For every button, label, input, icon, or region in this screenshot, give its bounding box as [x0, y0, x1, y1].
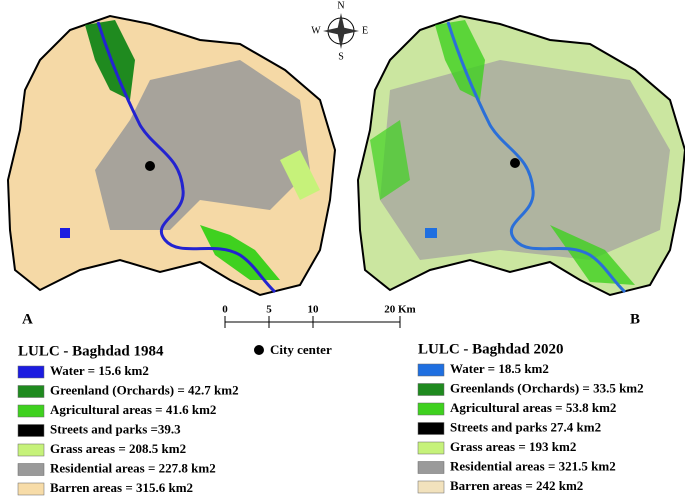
legend-swatch	[17, 424, 45, 437]
legend-swatch	[417, 461, 445, 474]
legend-swatch	[17, 463, 45, 476]
map-a	[7, 15, 336, 296]
legend-swatch	[417, 441, 445, 455]
legend-label: Grass areas = 193 km2	[450, 439, 576, 454]
legend-label: Barren areas = 242 km2	[450, 478, 583, 493]
legend-label: Grass areas = 208.5 km2	[50, 441, 186, 456]
legend-swatch	[417, 480, 445, 494]
city-center-label: City center	[270, 342, 332, 357]
scale-label: 10	[308, 304, 320, 316]
legend-swatch	[17, 365, 45, 379]
legend-label: Greenlands (Orchards) = 33.5 km2	[450, 380, 644, 395]
legend-swatch	[17, 443, 45, 457]
compass-s: S	[338, 51, 344, 62]
legend-swatch	[417, 402, 445, 416]
legend-swatch	[417, 363, 445, 377]
compass: N S E W	[311, 0, 368, 62]
compass-w: W	[311, 25, 321, 36]
legend-label: Greenland (Orchards) = 42.7 km2	[50, 382, 239, 397]
panel-label: A	[22, 311, 33, 327]
legend-swatch	[17, 482, 45, 496]
legend-label: Barren areas = 315.6 km2	[50, 480, 193, 495]
scale-label: 5	[266, 304, 272, 316]
map-b	[357, 15, 685, 296]
legend-label: Agricultural areas = 41.6 km2	[50, 402, 216, 417]
compass-e: E	[362, 25, 368, 36]
legend-swatch	[417, 422, 445, 435]
legend-swatch	[417, 383, 445, 396]
legend-label: Residential areas = 227.8 km2	[50, 460, 216, 475]
compass-n: N	[337, 0, 344, 11]
scale-label: 0	[222, 304, 228, 316]
panel-label: B	[630, 311, 640, 327]
scale-label: 20 Km	[384, 304, 415, 316]
legend-title: LULC - Baghdad 1984	[18, 343, 164, 359]
legend-label: Streets and parks =39.3	[50, 421, 181, 436]
legend-label: Water = 18.5 km2	[450, 361, 549, 376]
legend-swatch	[17, 385, 45, 398]
legend-swatch	[17, 404, 45, 418]
city-center-dot	[254, 345, 264, 355]
legend-label: Water = 15.6 km2	[50, 363, 149, 378]
legend-label: Streets and parks 27.4 km2	[450, 419, 601, 434]
legend-label: Agricultural areas = 53.8 km2	[450, 400, 616, 415]
legend-title: LULC - Baghdad 2020	[418, 341, 563, 357]
legend-label: Residential areas = 321.5 km2	[450, 458, 616, 473]
